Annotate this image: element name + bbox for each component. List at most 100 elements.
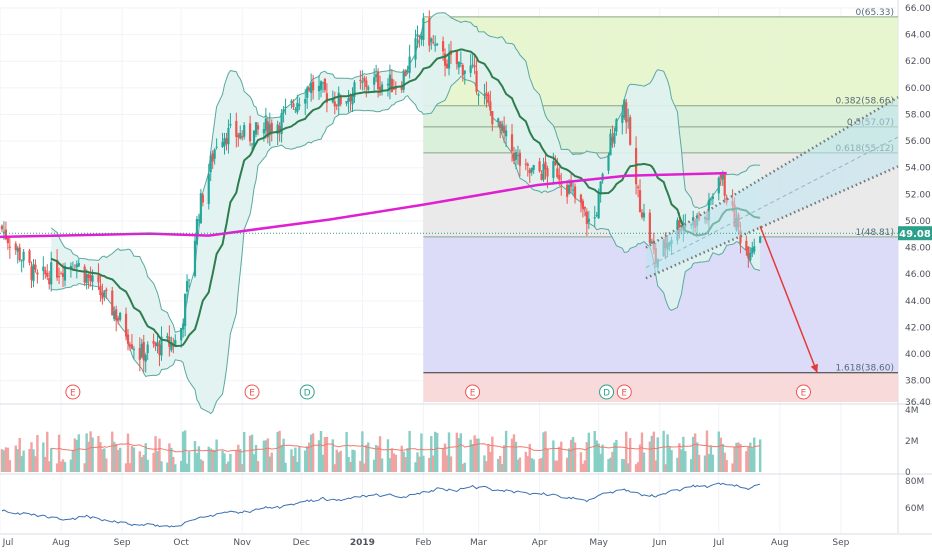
- candle[interactable]: [345, 101, 348, 107]
- candle[interactable]: [709, 197, 713, 206]
- event-marker[interactable]: D: [599, 384, 615, 400]
- candle[interactable]: [595, 211, 598, 218]
- candle[interactable]: [711, 193, 714, 205]
- candle[interactable]: [97, 263, 100, 291]
- candle[interactable]: [386, 78, 390, 97]
- candle[interactable]: [373, 68, 376, 93]
- candle[interactable]: [182, 318, 185, 338]
- candle[interactable]: [335, 103, 338, 111]
- candle[interactable]: [144, 352, 147, 373]
- candle[interactable]: [477, 92, 480, 105]
- candle[interactable]: [749, 247, 752, 263]
- candle[interactable]: [566, 180, 569, 204]
- candle[interactable]: [290, 99, 293, 109]
- candle[interactable]: [544, 153, 547, 180]
- candle[interactable]: [469, 53, 472, 78]
- candle[interactable]: [138, 337, 141, 372]
- candle[interactable]: [180, 327, 183, 348]
- event-marker[interactable]: E: [65, 384, 81, 400]
- candle[interactable]: [160, 326, 163, 361]
- candle[interactable]: [227, 119, 230, 154]
- candle[interactable]: [623, 99, 626, 121]
- candle[interactable]: [152, 333, 155, 348]
- candle[interactable]: [296, 94, 299, 115]
- candle[interactable]: [57, 267, 61, 285]
- candle[interactable]: [524, 158, 527, 171]
- candle[interactable]: [717, 176, 720, 201]
- candle[interactable]: [268, 112, 271, 146]
- candle[interactable]: [0, 224, 4, 233]
- candle[interactable]: [422, 13, 425, 47]
- candle[interactable]: [365, 76, 368, 98]
- candle[interactable]: [585, 208, 588, 236]
- candle[interactable]: [514, 149, 518, 170]
- candle[interactable]: [394, 81, 397, 95]
- candle[interactable]: [83, 264, 86, 287]
- candle[interactable]: [375, 64, 378, 83]
- candle[interactable]: [331, 90, 334, 104]
- candle[interactable]: [256, 122, 260, 136]
- candle[interactable]: [361, 70, 364, 91]
- candle[interactable]: [156, 335, 159, 354]
- candle[interactable]: [530, 167, 533, 176]
- candle[interactable]: [292, 99, 295, 110]
- candle[interactable]: [353, 80, 356, 103]
- candle[interactable]: [323, 77, 327, 93]
- candle[interactable]: [14, 241, 17, 255]
- candle[interactable]: [640, 209, 644, 220]
- candle[interactable]: [459, 51, 462, 67]
- candle[interactable]: [510, 123, 514, 162]
- candle[interactable]: [408, 44, 411, 79]
- candle[interactable]: [491, 110, 494, 132]
- candle[interactable]: [264, 107, 267, 139]
- candle[interactable]: [298, 97, 301, 111]
- candle[interactable]: [111, 286, 114, 316]
- candle[interactable]: [532, 164, 535, 174]
- candle[interactable]: [747, 246, 750, 268]
- candle[interactable]: [753, 238, 756, 255]
- candle[interactable]: [87, 273, 90, 289]
- candle[interactable]: [101, 283, 104, 305]
- candle[interactable]: [540, 170, 543, 181]
- candle[interactable]: [308, 86, 311, 93]
- candle[interactable]: [636, 184, 640, 198]
- candle[interactable]: [99, 274, 102, 302]
- candle[interactable]: [294, 107, 297, 114]
- candle[interactable]: [56, 249, 59, 281]
- candle[interactable]: [282, 106, 285, 123]
- candle[interactable]: [611, 125, 614, 148]
- candle[interactable]: [184, 293, 187, 337]
- candle[interactable]: [237, 132, 240, 147]
- candle[interactable]: [239, 125, 242, 140]
- candle[interactable]: [8, 235, 11, 259]
- candle[interactable]: [119, 311, 122, 322]
- candle[interactable]: [581, 198, 585, 218]
- candle[interactable]: [34, 259, 37, 273]
- candle[interactable]: [512, 146, 516, 165]
- candle[interactable]: [325, 83, 329, 113]
- candle[interactable]: [310, 73, 313, 102]
- candle[interactable]: [638, 179, 642, 213]
- candle[interactable]: [473, 53, 476, 75]
- candle[interactable]: [406, 65, 409, 75]
- candle[interactable]: [627, 108, 630, 129]
- candle[interactable]: [243, 122, 246, 140]
- candle[interactable]: [317, 75, 321, 100]
- candle[interactable]: [414, 29, 417, 68]
- candle[interactable]: [154, 341, 157, 351]
- candle[interactable]: [404, 69, 407, 77]
- candle[interactable]: [22, 248, 25, 268]
- candle[interactable]: [485, 81, 488, 108]
- candle[interactable]: [457, 61, 460, 75]
- candle[interactable]: [276, 120, 279, 146]
- candle[interactable]: [32, 258, 35, 288]
- candle[interactable]: [402, 69, 405, 93]
- candle[interactable]: [20, 259, 23, 273]
- candle[interactable]: [538, 157, 541, 173]
- event-marker[interactable]: E: [616, 384, 632, 400]
- event-marker[interactable]: E: [465, 384, 481, 400]
- candle[interactable]: [130, 334, 134, 350]
- candle[interactable]: [284, 98, 287, 115]
- candle[interactable]: [380, 81, 384, 96]
